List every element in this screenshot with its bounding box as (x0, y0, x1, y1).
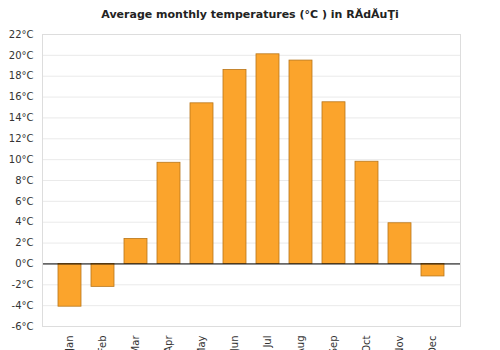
svg-text:Apr: Apr (163, 335, 174, 350)
svg-text:Nov: Nov (394, 335, 405, 350)
svg-text:6°C: 6°C (15, 196, 33, 207)
svg-text:Sep: Sep (328, 336, 339, 350)
svg-text:-6°C: -6°C (12, 321, 34, 332)
svg-text:16°C: 16°C (9, 91, 34, 102)
svg-text:2°C: 2°C (15, 237, 33, 248)
svg-text:8°C: 8°C (15, 175, 33, 186)
svg-text:Feb: Feb (97, 336, 108, 350)
svg-text:May: May (196, 335, 207, 350)
svg-text:22°C: 22°C (9, 29, 34, 40)
svg-text:Jan: Jan (64, 336, 75, 350)
svg-text:12°C: 12°C (9, 133, 34, 144)
svg-text:Dec: Dec (427, 336, 438, 350)
svg-text:Mar: Mar (130, 335, 141, 350)
svg-text:18°C: 18°C (9, 70, 34, 81)
svg-text:-4°C: -4°C (12, 300, 34, 311)
svg-text:20°C: 20°C (9, 50, 34, 61)
svg-text:4°C: 4°C (15, 216, 33, 227)
svg-text:14°C: 14°C (9, 112, 34, 123)
svg-text:0°C: 0°C (15, 258, 33, 269)
svg-text:Oct: Oct (361, 335, 372, 350)
svg-text:-2°C: -2°C (12, 279, 34, 290)
svg-text:Aug: Aug (295, 336, 306, 350)
svg-text:10°C: 10°C (9, 154, 34, 165)
svg-text:Jun: Jun (229, 336, 240, 350)
html-text:Average monthly temperatures (: Average monthly temperatures (°C ) in RĂ… (101, 8, 399, 21)
svg-text:Jul: Jul (262, 336, 273, 349)
